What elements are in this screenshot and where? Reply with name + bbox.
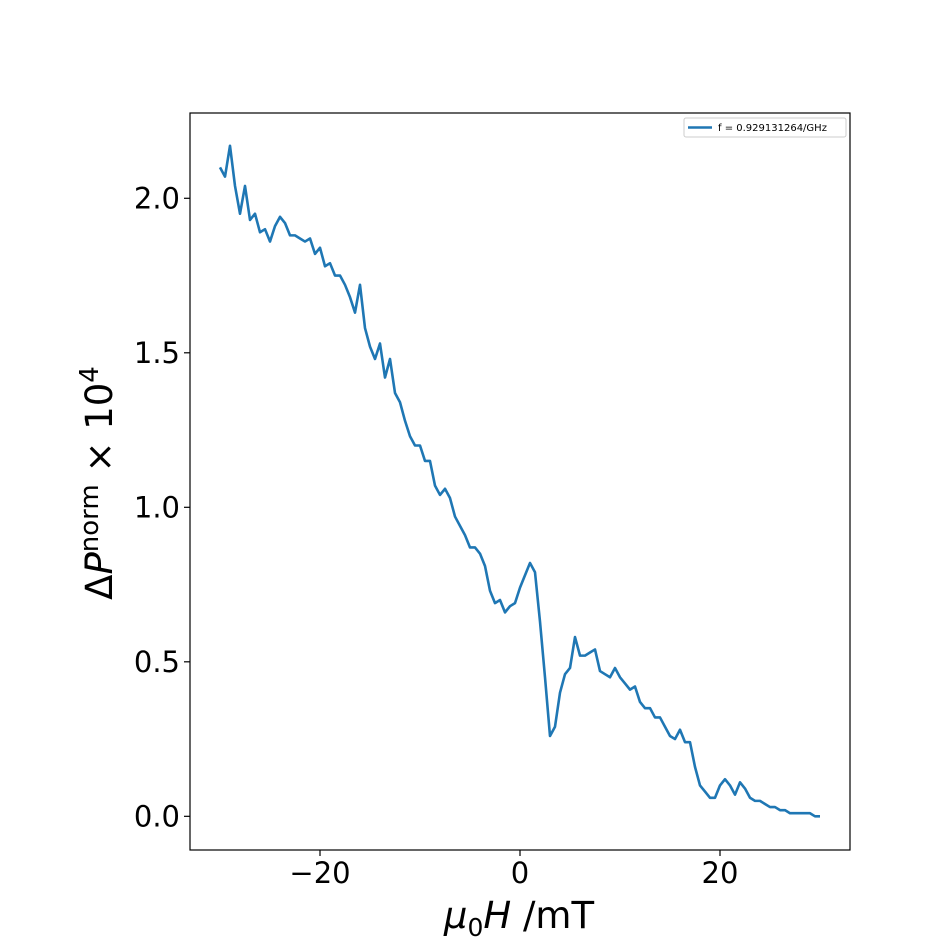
y-label-part: Δ — [78, 575, 121, 600]
y-tick-label: 1.0 — [134, 490, 180, 524]
y-tick-label: 0.0 — [134, 799, 180, 833]
data-line — [218, 144, 820, 818]
x-label-part: μ — [443, 894, 468, 937]
x-label-part: 0 — [467, 913, 483, 942]
x-label-part: H — [483, 894, 511, 937]
y-label-part: norm — [75, 484, 105, 552]
y-tick-label: 1.5 — [134, 336, 180, 370]
y-axis-label: ΔPnorm × 104 — [75, 366, 121, 600]
y-label-part: × 10 — [78, 383, 121, 485]
y-tick-label: 0.5 — [134, 645, 180, 679]
x-tick-label: 0 — [511, 856, 529, 890]
legend-box — [683, 117, 847, 138]
y-label-part: 4 — [75, 366, 105, 383]
x-tick-label: 20 — [702, 856, 739, 890]
legend-label: f = 0.929131264/GHz — [718, 123, 827, 134]
y-label-part: P — [78, 552, 121, 575]
x-axis-label: μ0H /mT — [443, 894, 595, 942]
y-tick-label: 2.0 — [134, 181, 180, 215]
plot-frame — [189, 112, 851, 851]
x-label-part: /mT — [511, 894, 594, 937]
x-tick-label: −20 — [289, 856, 350, 890]
